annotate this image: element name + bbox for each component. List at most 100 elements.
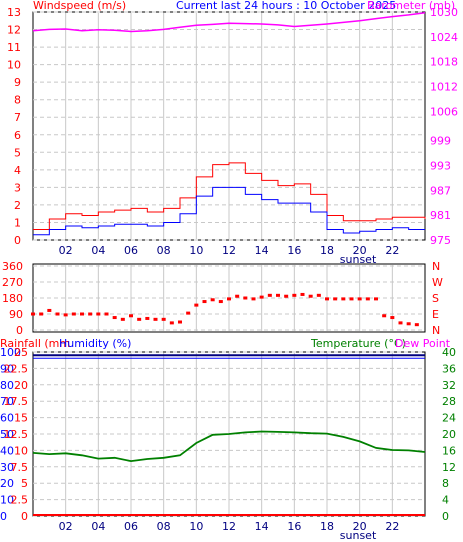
windspeed-tick-label: 2 bbox=[14, 199, 21, 212]
direction-point bbox=[39, 312, 44, 316]
x-tick-label: 12 bbox=[222, 244, 236, 257]
direction-point bbox=[194, 303, 199, 307]
temperature-tick-label: 0 bbox=[442, 510, 449, 523]
direction-point bbox=[145, 316, 150, 320]
direction-tick-label: 180 bbox=[2, 292, 23, 305]
direction-point bbox=[382, 314, 387, 318]
direction-point bbox=[161, 317, 166, 321]
windspeed-tick-label: 3 bbox=[14, 181, 21, 194]
x-tick-label: 22 bbox=[385, 244, 399, 257]
direction-point bbox=[300, 292, 305, 296]
chart-main-title: Current last 24 hours : 10 October 2025 bbox=[176, 0, 396, 12]
wind-gust-series bbox=[33, 162, 426, 230]
direction-point bbox=[349, 297, 354, 301]
direction-point bbox=[88, 312, 93, 316]
x-tick-label: 02 bbox=[59, 520, 73, 533]
rainfall-tick-label: 15 bbox=[14, 412, 28, 425]
temperature-tick-label: 36 bbox=[442, 362, 456, 375]
direction-point bbox=[210, 298, 215, 302]
compass-tick-label: E bbox=[432, 308, 439, 321]
barometer-tick-label: 1012 bbox=[430, 81, 458, 94]
direction-point bbox=[186, 311, 191, 315]
direction-point bbox=[406, 322, 411, 326]
direction-point bbox=[325, 297, 329, 301]
direction-point bbox=[104, 312, 109, 316]
windspeed-tick-label: 13 bbox=[7, 6, 21, 19]
direction-point bbox=[284, 294, 289, 298]
x-tick-label: 08 bbox=[157, 520, 171, 533]
direction-point bbox=[227, 297, 231, 301]
compass-tick-label: N bbox=[432, 260, 440, 273]
x-tick-label: 14 bbox=[255, 244, 269, 257]
humidity-tick-label: 20 bbox=[0, 477, 14, 490]
direction-point bbox=[341, 297, 346, 301]
x-tick-label: 06 bbox=[124, 244, 138, 257]
x-tick-label: 20 bbox=[353, 520, 367, 533]
direction-point bbox=[243, 296, 248, 300]
compass-tick-label: S bbox=[432, 292, 439, 305]
barometer-series bbox=[32, 12, 426, 33]
direction-point bbox=[169, 321, 174, 325]
direction-point bbox=[63, 313, 68, 317]
temperature-tick-label: 8 bbox=[442, 477, 449, 490]
temperature-tick-label: 4 bbox=[442, 494, 449, 507]
temperature-tick-label: 32 bbox=[442, 379, 456, 392]
direction-point bbox=[96, 312, 101, 316]
temperature-axis-title: Temperature (°C) bbox=[310, 337, 406, 350]
rainfall-tick-label: 5 bbox=[21, 477, 28, 490]
direction-point bbox=[267, 293, 272, 297]
windspeed-tick-label: 7 bbox=[14, 111, 21, 124]
windspeed-tick-label: 11 bbox=[7, 41, 21, 54]
temperature-tick-label: 40 bbox=[442, 346, 456, 359]
direction-point bbox=[202, 300, 207, 304]
direction-tick-label: 90 bbox=[9, 308, 23, 321]
barometer-tick-label: 999 bbox=[430, 135, 451, 148]
x-tick-label: 06 bbox=[124, 520, 138, 533]
rainfall-tick-label: 0 bbox=[21, 510, 28, 523]
wind-average-series bbox=[33, 186, 425, 236]
humidity-tick-label: 10 bbox=[0, 494, 14, 507]
compass-tick-label: N bbox=[432, 324, 440, 337]
direction-point bbox=[112, 316, 117, 320]
x-tick-label: 20 bbox=[353, 244, 367, 257]
windspeed-tick-label: 12 bbox=[7, 24, 21, 37]
barometer-tick-label: 987 bbox=[430, 184, 451, 197]
direction-point bbox=[365, 297, 370, 301]
direction-tick-label: 270 bbox=[2, 276, 23, 289]
direction-point bbox=[251, 297, 256, 301]
direction-tick-label: 0 bbox=[16, 324, 23, 337]
barometer-tick-label: 981 bbox=[430, 209, 451, 222]
direction-point bbox=[129, 314, 133, 318]
direction-point bbox=[120, 317, 125, 321]
rainfall-tick-label: 25 bbox=[14, 346, 28, 359]
direction-point bbox=[374, 297, 378, 301]
direction-point bbox=[178, 320, 182, 324]
sunset-label: sunset bbox=[340, 253, 377, 266]
windspeed-tick-label: 0 bbox=[14, 234, 21, 247]
x-tick-label: 04 bbox=[91, 520, 105, 533]
temperature-tick-label: 12 bbox=[442, 461, 456, 474]
humidity-tick-label: 60 bbox=[0, 412, 14, 425]
rainfall-tick-label: 17.5 bbox=[4, 395, 29, 408]
temperature-tick-label: 28 bbox=[442, 395, 456, 408]
direction-point bbox=[153, 317, 158, 321]
windspeed-tick-label: 5 bbox=[14, 146, 21, 159]
direction-point bbox=[71, 312, 76, 316]
direction-point bbox=[31, 312, 35, 316]
x-tick-label: 04 bbox=[91, 244, 105, 257]
barometer-tick-label: 1030 bbox=[430, 6, 458, 19]
temperature-tick-label: 24 bbox=[442, 412, 456, 425]
windspeed-tick-label: 9 bbox=[14, 76, 21, 89]
sunset-label: sunset bbox=[340, 529, 377, 542]
windspeed-tick-label: 10 bbox=[7, 59, 21, 72]
barometer-tick-label: 1024 bbox=[430, 31, 458, 44]
windspeed-axis-title: Windspeed (m/s) bbox=[33, 0, 126, 12]
direction-point bbox=[276, 293, 280, 297]
x-tick-label: 02 bbox=[59, 244, 73, 257]
dew-point-axis-title: Dew Point bbox=[395, 337, 451, 350]
direction-point bbox=[47, 308, 52, 312]
direction-point bbox=[292, 293, 297, 297]
x-tick-label: 14 bbox=[255, 520, 269, 533]
x-tick-label: 08 bbox=[157, 244, 171, 257]
direction-point bbox=[218, 300, 223, 304]
